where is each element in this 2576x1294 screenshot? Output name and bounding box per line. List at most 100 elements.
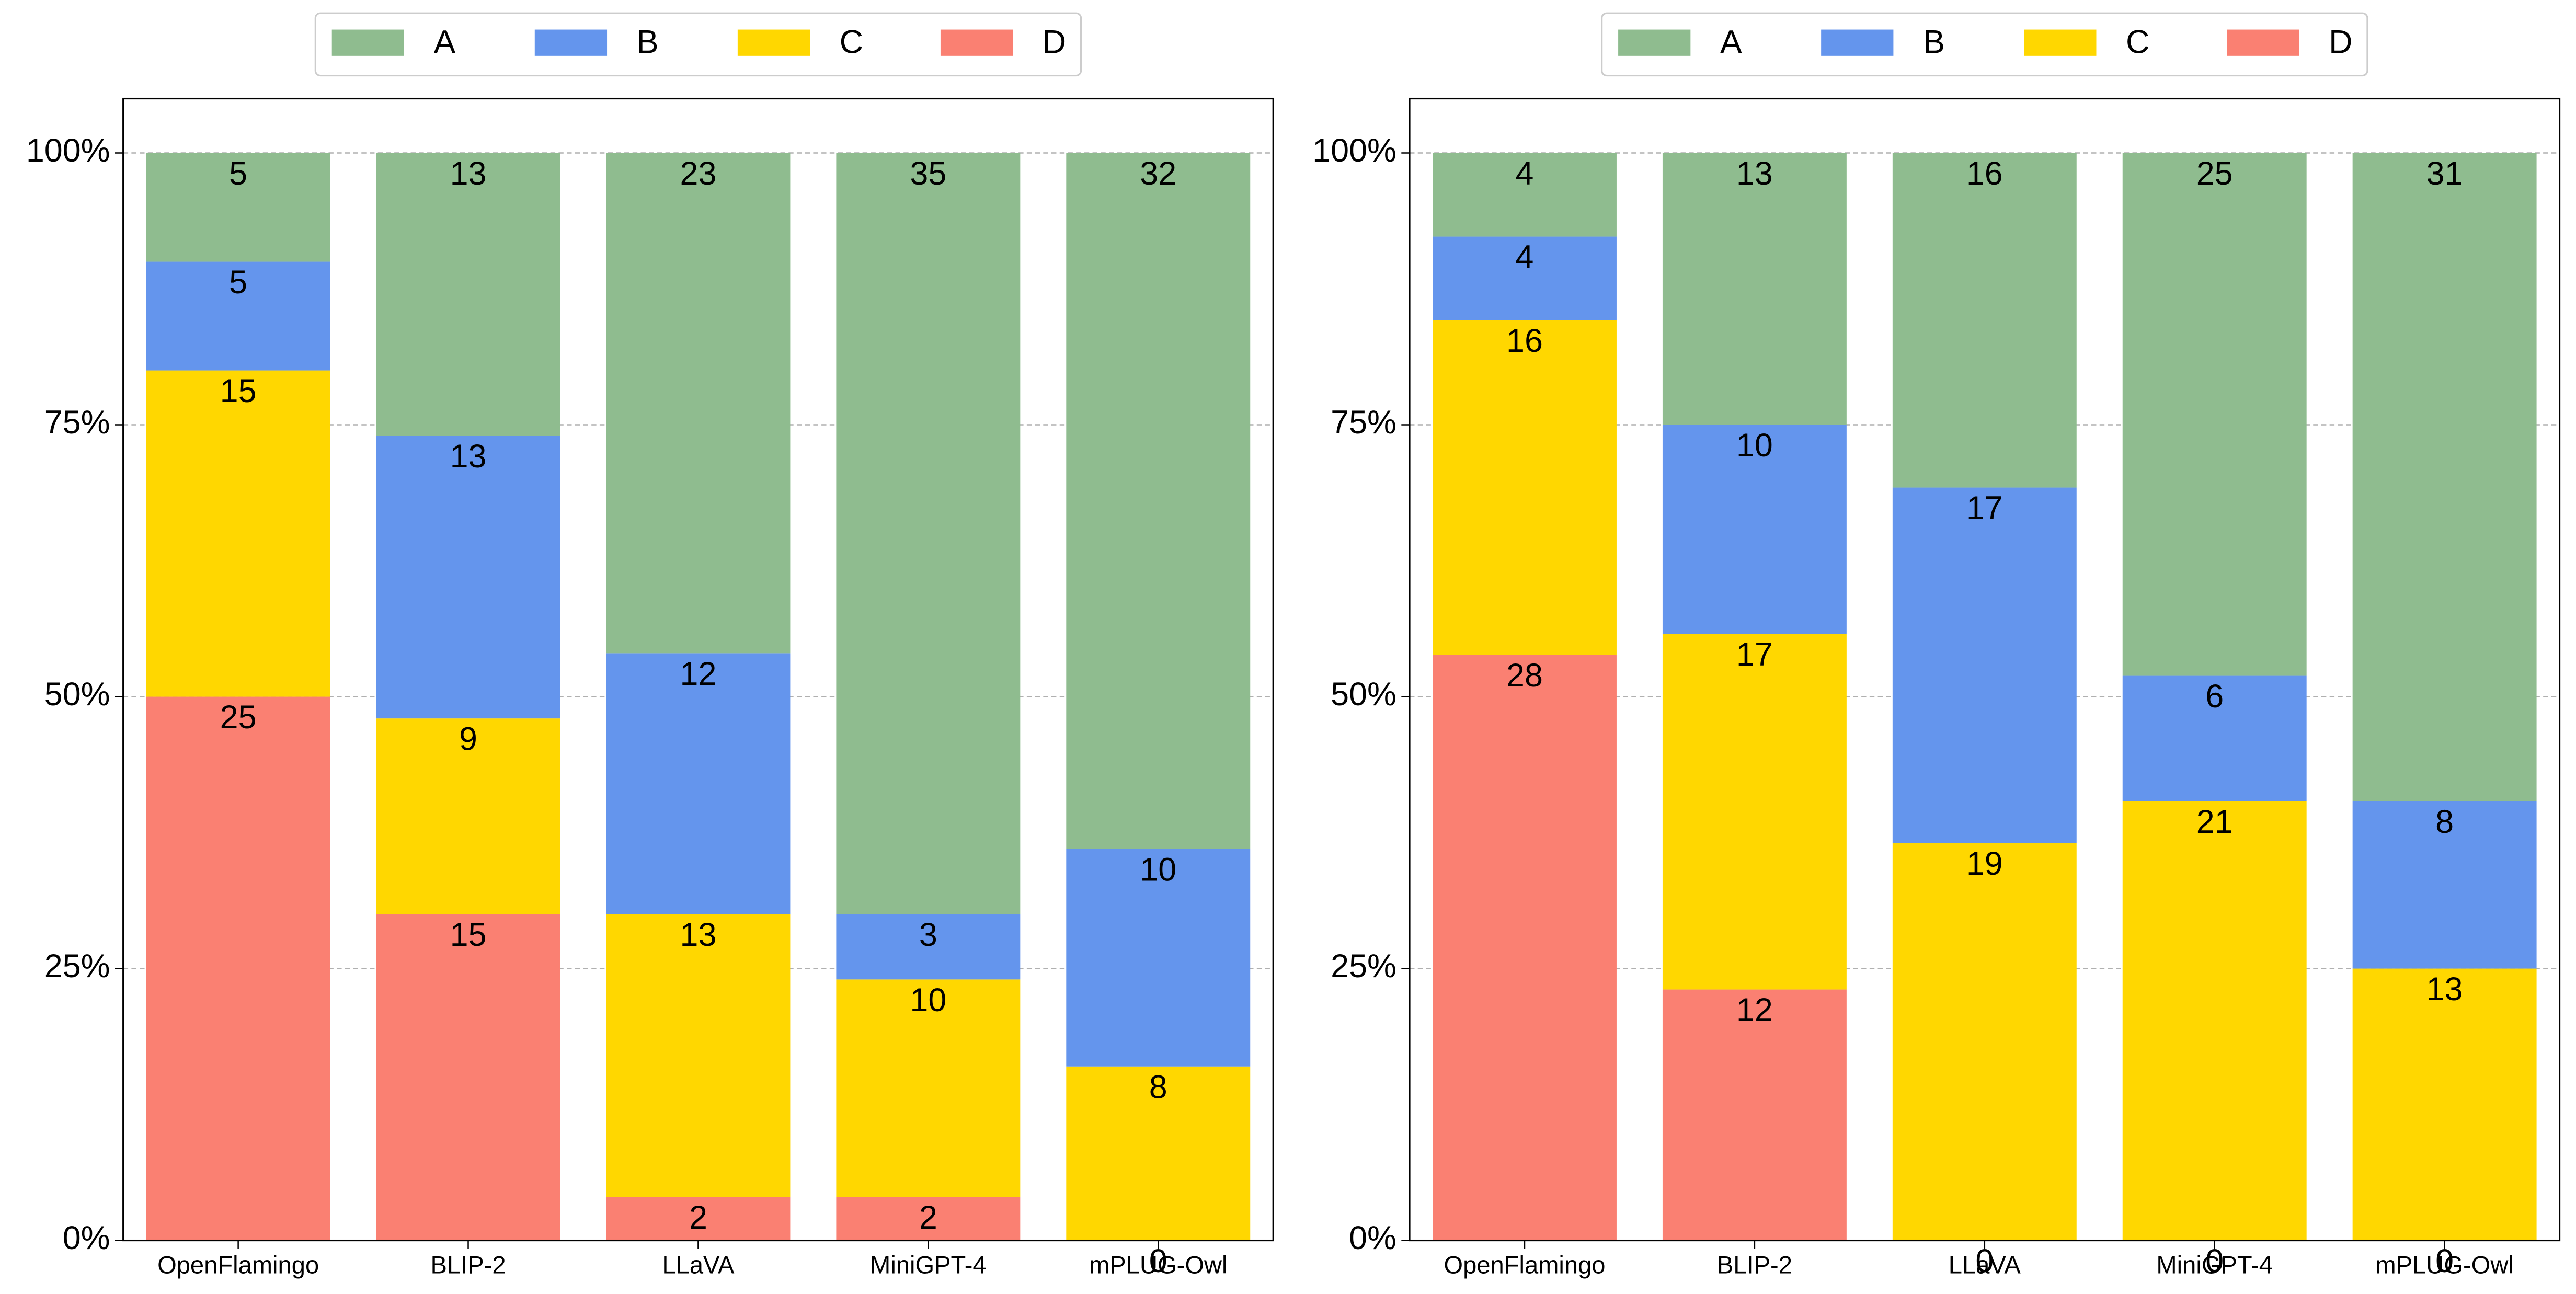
bar-segment (606, 914, 791, 1197)
data-label: 15 (220, 373, 257, 409)
y-tick-label: 50% (44, 676, 110, 713)
data-label: 0 (2205, 1243, 2224, 1279)
data-label: 17 (1736, 636, 1773, 673)
data-label: 6 (2205, 678, 2224, 715)
chart: 0% 25% 50% 75% 100% 28 16 4 4 OpenFlamingo 12 17 10 1… (1312, 12, 2561, 1279)
data-label: 35 (910, 155, 946, 192)
x-tick-label: BLIP-2 (430, 1251, 506, 1278)
legend-label: C (2126, 24, 2149, 60)
bar-segment (1433, 320, 1617, 655)
x-tick-label: MiniGPT-4 (2156, 1251, 2273, 1278)
legend-swatch (1618, 29, 1691, 56)
data-label: 13 (450, 438, 487, 475)
bar-segment (836, 979, 1021, 1197)
y-tick-label: 100% (1312, 132, 1396, 169)
bar-segment (376, 153, 560, 436)
data-label: 5 (229, 155, 247, 192)
legend-label: A (434, 24, 456, 60)
bar-segment (1892, 153, 2077, 488)
x-tick-label: MiniGPT-4 (870, 1251, 987, 1278)
x-tick-label: mPLUG-Owl (2375, 1251, 2513, 1278)
data-label: 13 (2426, 971, 2463, 1007)
legend-frame (1601, 12, 2368, 77)
bar-segment (1662, 153, 1847, 425)
data-label: 21 (2196, 804, 2233, 840)
bar-segment (376, 436, 560, 719)
data-label: 32 (1140, 155, 1176, 192)
data-label: 9 (459, 721, 477, 758)
bar-segment (836, 1197, 1021, 1241)
legend-label: B (1923, 24, 1945, 60)
data-label: 31 (2426, 155, 2463, 192)
data-label: 12 (1736, 992, 1773, 1028)
bar-segment (1433, 153, 1617, 237)
legend-label: B (637, 24, 659, 60)
bar-segment (146, 261, 330, 371)
plot-frame (1409, 97, 2561, 1242)
legend-swatch (2024, 29, 2097, 56)
data-label: 15 (450, 917, 487, 953)
bar-segment (1892, 487, 2077, 843)
data-label: 19 (1966, 845, 2003, 882)
bar-segment (1662, 634, 1847, 990)
bar-segment (146, 370, 330, 697)
bar-segment (2122, 675, 2307, 801)
bar-segment (1662, 425, 1847, 634)
plot-frame (122, 97, 1274, 1242)
data-label: 25 (2196, 155, 2233, 192)
data-label: 10 (1140, 851, 1176, 888)
legend-label: C (840, 24, 863, 60)
bar-segment (376, 718, 560, 914)
data-label: 5 (229, 264, 247, 301)
data-label: 0 (1975, 1243, 1994, 1279)
legend-frame (314, 12, 1082, 77)
bar-segment (1433, 236, 1617, 320)
bar-segment (1066, 1066, 1251, 1241)
bar-segment (2122, 801, 2307, 1241)
data-label: 8 (2435, 804, 2454, 840)
bar-segment (836, 914, 1021, 980)
legend-swatch (534, 29, 608, 56)
y-tick-label: 25% (44, 948, 110, 984)
data-label: 4 (1516, 239, 1534, 276)
x-tick-label: mPLUG-Owl (1089, 1251, 1227, 1278)
bar-segment (1066, 153, 1251, 849)
bar-segment (836, 153, 1021, 914)
y-tick-label: 25% (1331, 948, 1396, 984)
bar-segment (606, 653, 791, 914)
data-label: 13 (450, 155, 487, 192)
data-label: 12 (680, 656, 716, 692)
x-tick-label: OpenFlamingo (1444, 1251, 1605, 1278)
bar-segment (606, 1197, 791, 1241)
y-tick-label: 75% (44, 404, 110, 441)
x-tick-label: OpenFlamingo (157, 1251, 319, 1278)
legend-swatch (1821, 29, 1894, 56)
legend-swatch (331, 29, 404, 56)
data-label: 28 (1506, 657, 1543, 694)
bar-segment (2352, 801, 2537, 969)
y-tick-label: 0% (1349, 1220, 1396, 1256)
data-label: 10 (1736, 427, 1773, 464)
bar-segment (1433, 655, 1617, 1241)
data-label: 8 (1149, 1069, 1167, 1105)
bar-segment (2352, 968, 2537, 1241)
legend-swatch (2227, 29, 2299, 56)
data-label: 2 (919, 1199, 937, 1236)
bar-segment (376, 914, 560, 1241)
bar-segment (146, 696, 330, 1241)
bar-segment (146, 153, 330, 262)
bar-segment (2352, 153, 2537, 801)
bar-segment (606, 153, 791, 654)
x-tick-label: LLaVA (662, 1251, 735, 1278)
data-label: 17 (1966, 490, 2003, 526)
y-tick-label: 0% (63, 1220, 110, 1256)
legend-label: A (1720, 24, 1742, 60)
y-tick-label: 75% (1331, 404, 1396, 441)
chart: 0% 25% 50% 75% 100% 25 15 5 5 OpenFlamingo 15 9 13 13… (26, 12, 1274, 1279)
data-label: 25 (220, 699, 257, 736)
data-label: 13 (1736, 155, 1773, 192)
legend-swatch (940, 29, 1013, 56)
data-label: 3 (919, 917, 937, 953)
data-label: 0 (1149, 1243, 1167, 1279)
